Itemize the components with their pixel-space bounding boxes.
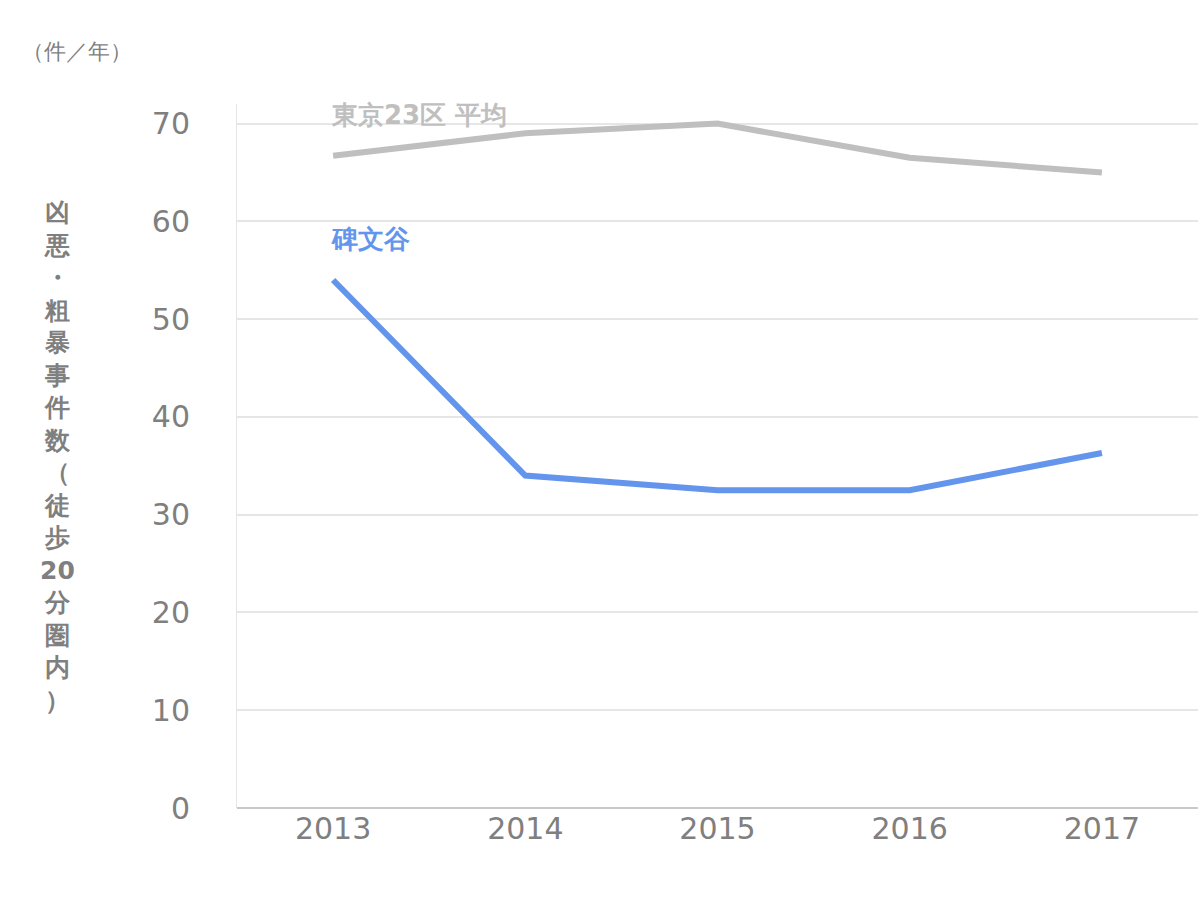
svg-text:70: 70 — [152, 106, 190, 141]
svg-text:2015: 2015 — [679, 811, 755, 846]
svg-text:20: 20 — [152, 595, 190, 630]
svg-text:凶悪・粗暴事件数（徒歩20分圏内）: 凶悪・粗暴事件数（徒歩20分圏内） — [40, 198, 75, 715]
svg-text:30: 30 — [152, 497, 190, 532]
svg-text:（件／年）: （件／年） — [22, 39, 132, 64]
svg-text:60: 60 — [152, 204, 190, 239]
svg-text:0: 0 — [171, 791, 190, 826]
svg-text:2016: 2016 — [872, 811, 948, 846]
svg-text:東京23区 平均: 東京23区 平均 — [331, 100, 507, 130]
svg-text:碑文谷: 碑文谷 — [331, 224, 410, 254]
svg-text:50: 50 — [152, 302, 190, 337]
svg-text:2014: 2014 — [487, 811, 563, 846]
svg-text:2013: 2013 — [295, 811, 371, 846]
svg-text:40: 40 — [152, 399, 190, 434]
svg-text:2017: 2017 — [1064, 811, 1140, 846]
svg-text:10: 10 — [152, 693, 190, 728]
